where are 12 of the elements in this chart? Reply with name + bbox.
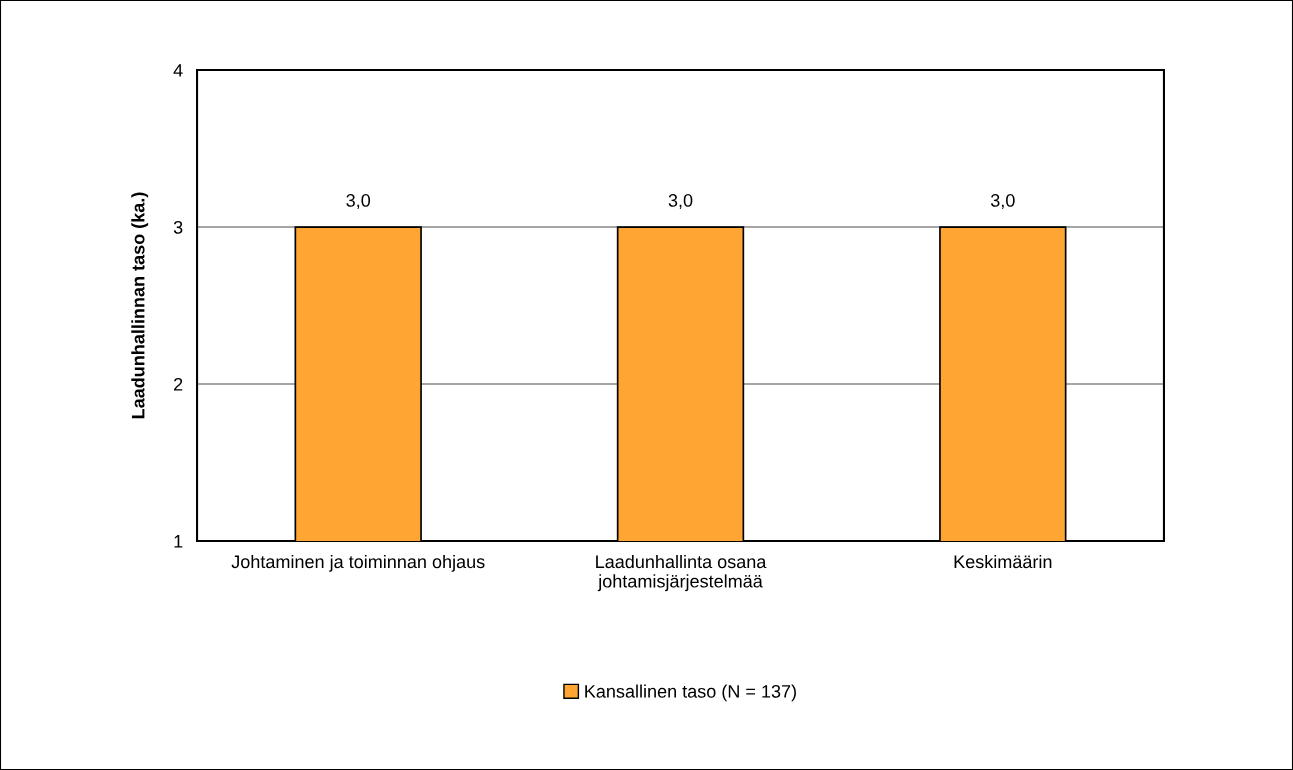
y-tick-label: 2 <box>174 377 183 391</box>
y-tick-label: 4 <box>173 64 183 77</box>
y-axis-title: Laadunhallinnan taso (ka.) <box>131 192 149 419</box>
x-tick-label: Johtaminen ja toiminnan ohjaus <box>231 554 485 572</box>
x-tick-label: Laadunhallinta osana johtamisjärjestelmää <box>596 554 767 592</box>
legend-label: Kansallinen taso (N = 137) <box>585 684 796 702</box>
y-tick-label: 1 <box>174 535 183 548</box>
x-tick-label: Keskimäärin <box>954 554 1052 569</box>
data-label: 3,0 <box>668 194 693 209</box>
data-label: 3,0 <box>990 194 1015 209</box>
data-label: 3,0 <box>346 194 371 209</box>
y-tick-label: 3 <box>173 220 183 234</box>
